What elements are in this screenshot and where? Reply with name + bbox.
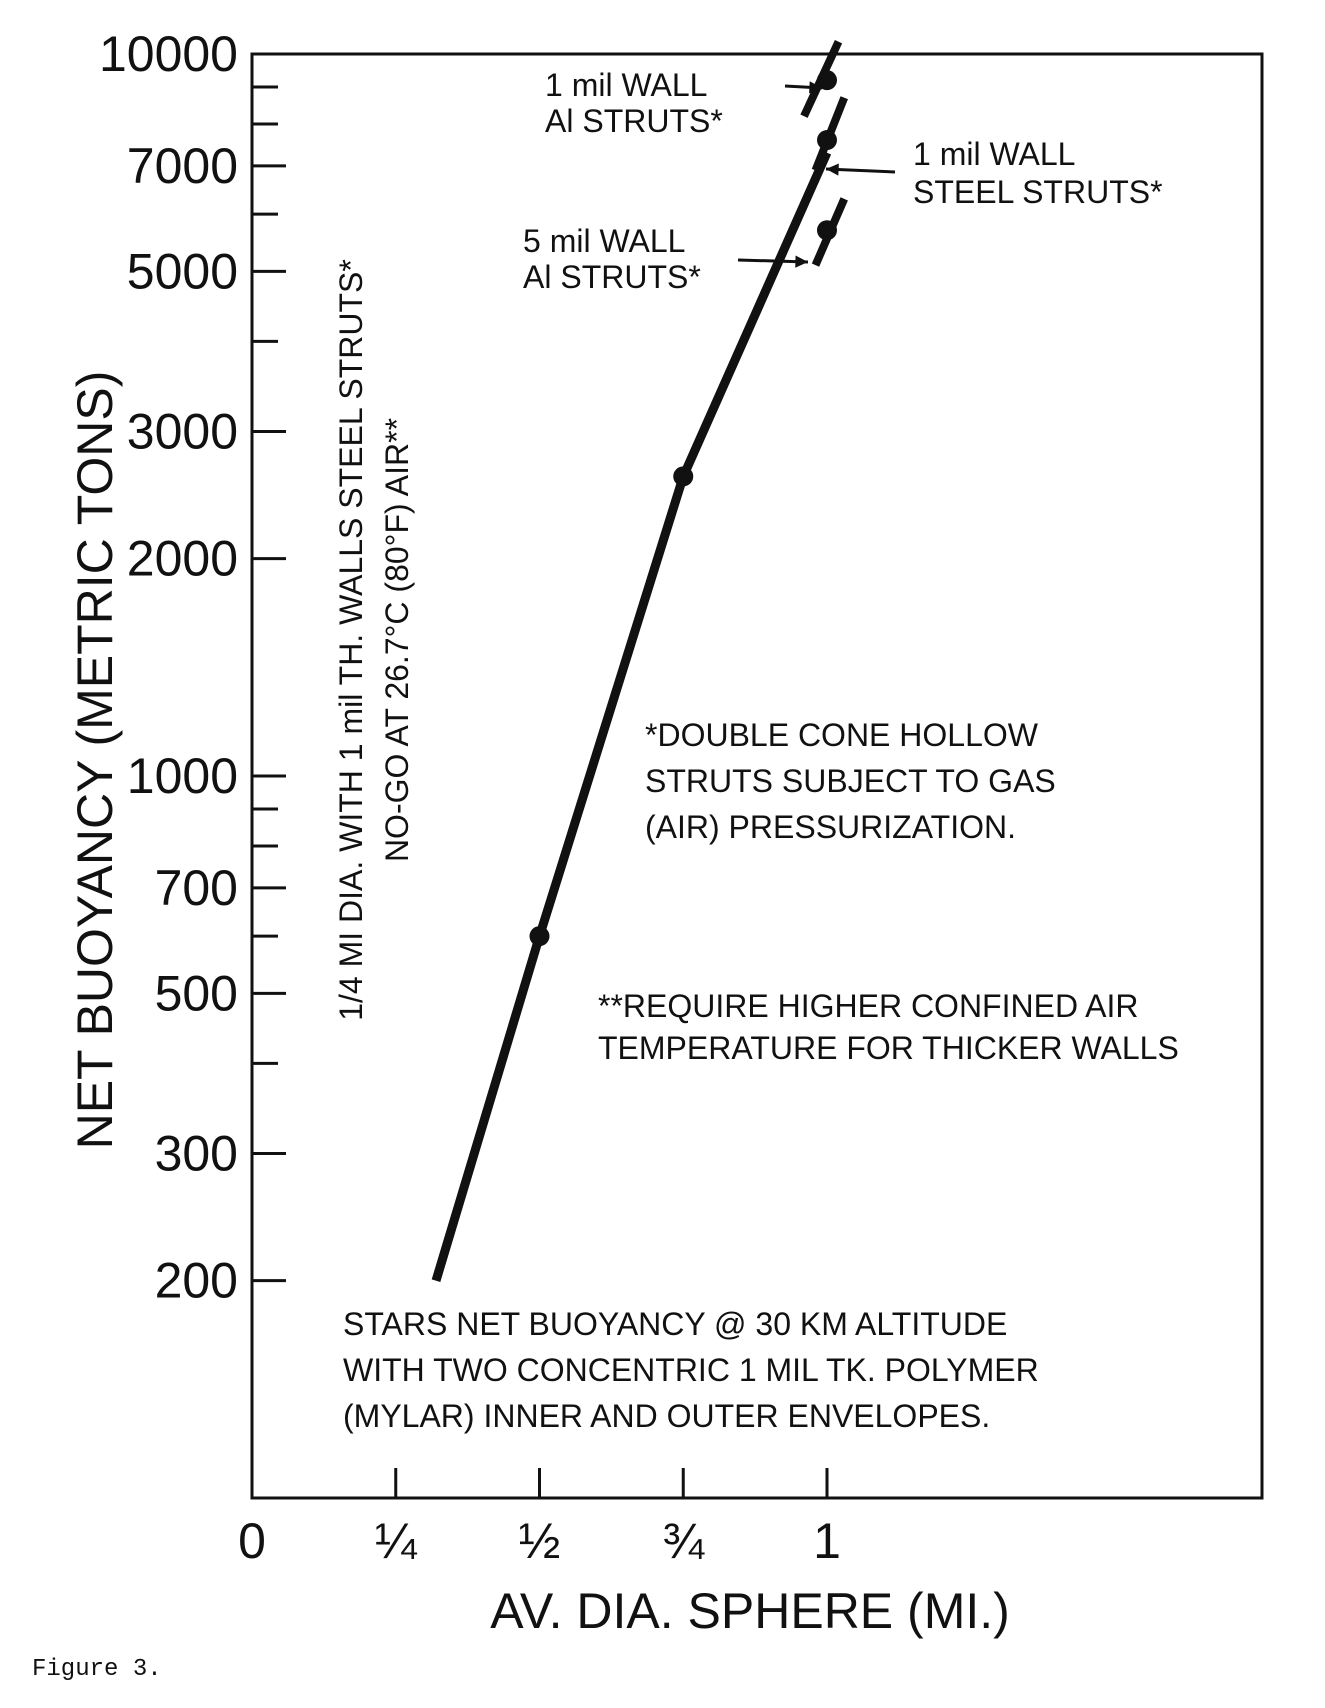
y-tick-label: 200 <box>155 1253 238 1309</box>
x-axis-title: AV. DIA. SPHERE (MI.) <box>490 1583 1010 1639</box>
annotation-7: STARS NET BUOYANCY @ 30 KM ALTITUDE WITH … <box>343 1306 1039 1434</box>
y-tick-label: 300 <box>155 1126 238 1182</box>
y-tick-label: 3000 <box>127 404 238 460</box>
y-tick-label: 700 <box>155 860 238 916</box>
y-tick-label: 10000 <box>99 26 238 82</box>
y-tick-label: 2000 <box>127 531 238 587</box>
y-tick-label: 7000 <box>127 138 238 194</box>
x-tick-label: 0 <box>238 1513 266 1569</box>
annotation-line: 5 mil WALL <box>523 223 685 259</box>
annotation-4: 1/4 MI DIA. WITH 1 mil TH. WALLS STEEL S… <box>333 259 415 1021</box>
annotation-line: WITH TWO CONCENTRIC 1 MIL TK. POLYMER <box>343 1352 1039 1388</box>
data-point-marker <box>817 130 837 151</box>
leader-arrow-2-head <box>826 163 839 176</box>
y-tick-label: 5000 <box>127 243 238 299</box>
axes: 200 300 500 700 1000 2000 3000 5000 7000 10000 0 ¼ ½… <box>67 26 1264 1639</box>
x-tick-label: ¾ <box>662 1513 705 1569</box>
annotation-line: Al STRUTS* <box>523 259 701 295</box>
data-point-marker <box>529 926 550 947</box>
annotation-5: *DOUBLE CONE HOLLOW STRUTS SUBJECT TO GAS… <box>645 717 1056 845</box>
annotation-line: *DOUBLE CONE HOLLOW <box>645 717 1039 753</box>
annotation-line: 1/4 MI DIA. WITH 1 mil TH. WALLS STEEL S… <box>333 259 369 1021</box>
leader-arrow-1-head <box>809 81 822 94</box>
annotation-line: STARS NET BUOYANCY @ 30 KM ALTITUDE <box>343 1306 1007 1342</box>
x-tick-label: ½ <box>519 1513 561 1569</box>
y-axis-title: NET BUOYANCY (METRIC TONS) <box>67 371 123 1150</box>
leader-arrow-3-head <box>795 255 808 268</box>
data-point-marker <box>817 70 837 91</box>
annotation-line: 1 mil WALL <box>913 136 1075 172</box>
data-point-marker <box>673 466 694 487</box>
annotation-line: NO-GO AT 26.7°C (80°F) AIR** <box>379 418 415 862</box>
annotation-line: STEEL STRUTS* <box>913 174 1163 210</box>
annotation-6: **REQUIRE HIGHER CONFINED AIR TEMPERATURE… <box>598 988 1179 1066</box>
y-tick-label: 1000 <box>127 748 238 804</box>
annotation-line: (AIR) PRESSURIZATION. <box>645 809 1016 845</box>
annotation-line: TEMPERATURE FOR THICKER WALLS <box>598 1030 1179 1066</box>
figure-caption: Figure 3. <box>32 1656 162 1683</box>
buoyancy-series-line <box>431 150 832 1282</box>
x-tick-label: ¼ <box>375 1513 418 1569</box>
x-tick-label: 1 <box>813 1513 841 1569</box>
annotation-line: STRUTS SUBJECT TO GAS <box>645 763 1056 799</box>
y-tick-label: 500 <box>155 965 238 1021</box>
annotation-line: (MYLAR) INNER AND OUTER ENVELOPES. <box>343 1398 990 1434</box>
annotation-line: **REQUIRE HIGHER CONFINED AIR <box>598 988 1139 1024</box>
annotation-line: 1 mil WALL <box>545 67 707 103</box>
annotation-line: Al STRUTS* <box>545 103 723 139</box>
series-layer <box>431 40 848 1282</box>
data-point-marker <box>817 220 837 241</box>
